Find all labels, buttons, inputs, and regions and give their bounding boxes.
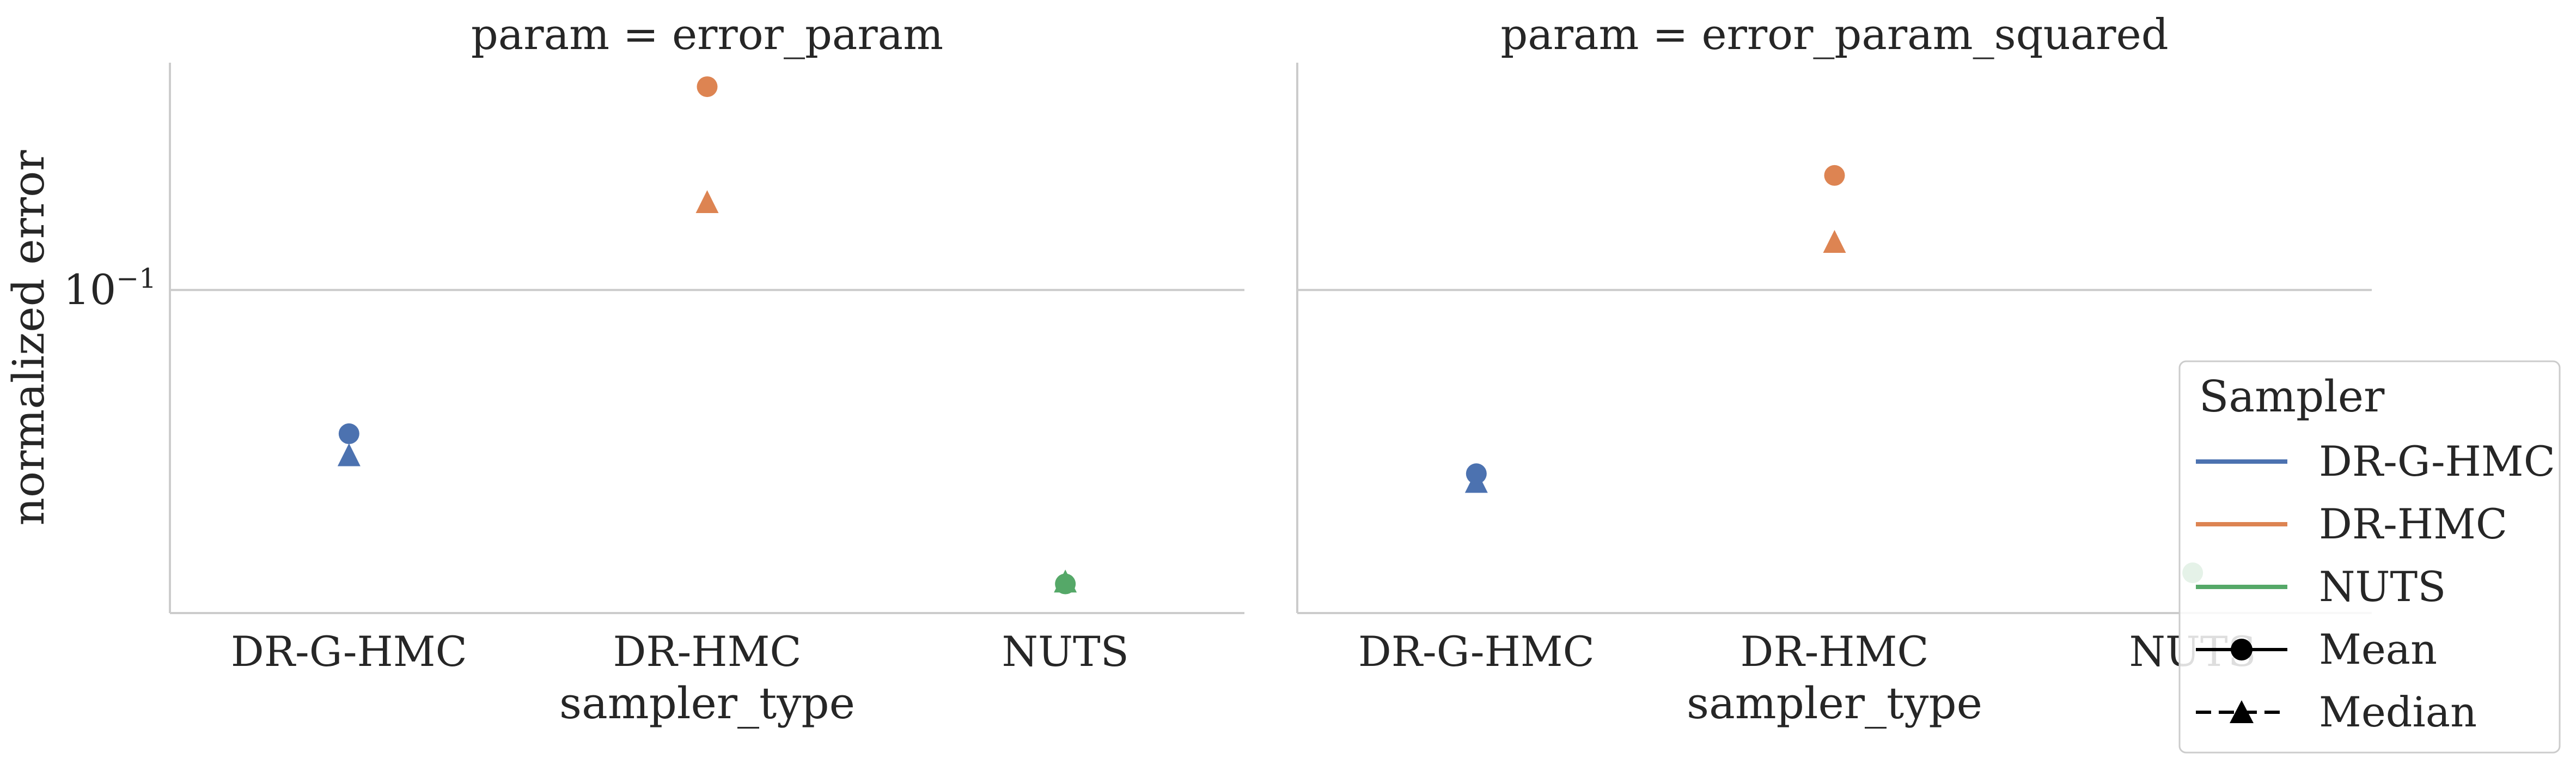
x-tick-label: DR-G-HMC [1358,627,1595,676]
y-axis-label: normalized error [3,150,54,526]
panel-error-param: param = error_param sampler_type normali… [3,10,1244,729]
x-axis-label: sampler_type [1687,678,1982,729]
x-axis-label: sampler_type [559,678,855,729]
legend-marker-mean [2231,639,2253,660]
legend-frame [2178,360,2561,754]
median-marker-nuts [1054,569,1077,593]
legend-title: Sampler [2199,371,2385,422]
mean-marker-dr-hmc [1824,165,1845,186]
panel-title: param = error_param [471,10,943,59]
legend-label-median: Median [2319,688,2477,736]
x-tick-label: NUTS [1002,627,1129,676]
legend-label-dr-g-hmc: DR-G-HMC [2319,437,2555,486]
y-tick-label: 10−1 [64,263,156,314]
median-marker-dr-hmc [1823,230,1846,253]
legend-label-nuts: NUTS [2319,562,2446,611]
legend-label-dr-hmc: DR-HMC [2319,500,2507,548]
median-marker-dr-g-hmc [337,443,361,466]
x-tick-label: DR-HMC [613,627,801,676]
legend: Sampler DR-G-HMC DR-HMC NUTS Mean Median [2178,360,2561,754]
x-tick-label: DR-HMC [1740,627,1928,676]
mean-marker-dr-g-hmc [338,423,359,444]
mean-marker-dr-hmc [697,76,718,98]
x-tick-label: DR-G-HMC [231,627,467,676]
legend-label-mean: Mean [2319,625,2437,674]
legend-marker-median [2230,700,2254,723]
panel-title: param = error_param_squared [1500,10,2168,59]
median-marker-dr-g-hmc [1464,470,1488,493]
median-marker-dr-hmc [695,190,719,214]
